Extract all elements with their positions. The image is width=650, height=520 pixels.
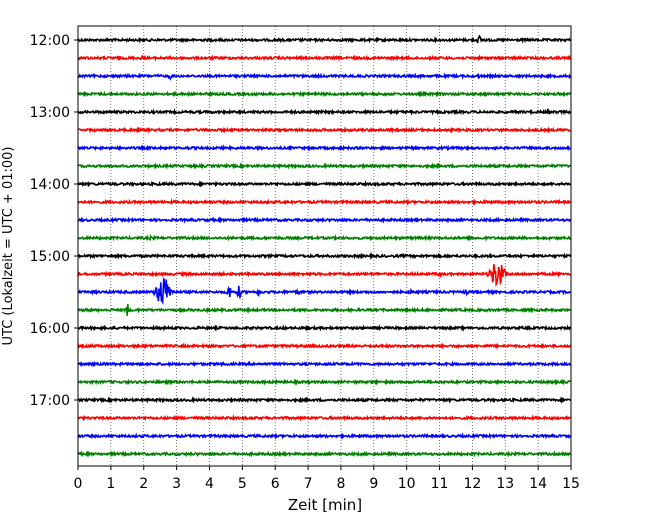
y-tick-label: 17:00 bbox=[30, 393, 70, 409]
trace-line bbox=[77, 414, 572, 422]
trace-line bbox=[77, 90, 571, 98]
trace-line bbox=[77, 54, 572, 62]
trace-line bbox=[77, 162, 572, 170]
y-axis-label: UTC (Lokalzeit = UTC + 01:00) bbox=[1, 147, 16, 346]
x-tick-label: 12 bbox=[463, 476, 481, 492]
vertical-gridlines bbox=[110, 26, 539, 466]
x-tick-label: 7 bbox=[304, 476, 313, 492]
x-tick-label: 10 bbox=[398, 476, 416, 492]
y-axis-ticks: 12:00 13:00 14:00 15:00 16:00 17:00 bbox=[30, 33, 78, 409]
x-tick-label: 13 bbox=[496, 476, 514, 492]
trace-line bbox=[77, 263, 572, 288]
x-tick-label: 6 bbox=[271, 476, 280, 492]
trace-line bbox=[77, 72, 572, 81]
trace-line bbox=[77, 378, 571, 386]
trace-line bbox=[77, 34, 572, 45]
trace-line bbox=[77, 450, 571, 458]
y-tick-label: 15:00 bbox=[30, 249, 70, 265]
trace-line bbox=[77, 198, 571, 206]
x-tick-label: 3 bbox=[172, 476, 181, 492]
trace-line bbox=[77, 432, 571, 440]
y-tick-label: 13:00 bbox=[30, 105, 70, 121]
trace-line bbox=[77, 278, 571, 306]
trace-line bbox=[77, 304, 572, 316]
y-tick-label: 14:00 bbox=[30, 177, 70, 193]
x-tick-label: 15 bbox=[562, 476, 580, 492]
trace-line bbox=[77, 324, 572, 333]
x-tick-label: 9 bbox=[369, 476, 378, 492]
trace-line bbox=[77, 396, 572, 404]
x-tick-label: 0 bbox=[74, 476, 83, 492]
trace-line bbox=[77, 180, 572, 188]
x-tick-label: 2 bbox=[139, 476, 148, 492]
trace-line bbox=[77, 144, 571, 152]
y-tick-label: 16:00 bbox=[30, 321, 70, 337]
trace-line bbox=[77, 108, 572, 116]
trace-line bbox=[77, 360, 572, 368]
x-tick-label: 4 bbox=[205, 476, 214, 492]
x-tick-label: 5 bbox=[238, 476, 247, 492]
trace-line bbox=[77, 216, 572, 224]
x-axis-ticks: 0 1 2 3 4 5 6 7 8 9 10 11 12 13 14 15 bbox=[74, 466, 580, 492]
trace-lines bbox=[77, 34, 572, 458]
x-tick-label: 8 bbox=[336, 476, 345, 492]
plot-frame bbox=[77, 25, 572, 467]
x-tick-label: 14 bbox=[529, 476, 547, 492]
trace-line bbox=[77, 233, 571, 242]
x-tick-label: 1 bbox=[106, 476, 115, 492]
y-tick-label: 12:00 bbox=[30, 33, 70, 49]
trace-line bbox=[77, 342, 572, 350]
trace-line bbox=[77, 126, 572, 134]
trace-line bbox=[78, 252, 572, 261]
x-tick-label: 11 bbox=[431, 476, 449, 492]
x-axis-label: Zeit [min] bbox=[288, 496, 362, 514]
